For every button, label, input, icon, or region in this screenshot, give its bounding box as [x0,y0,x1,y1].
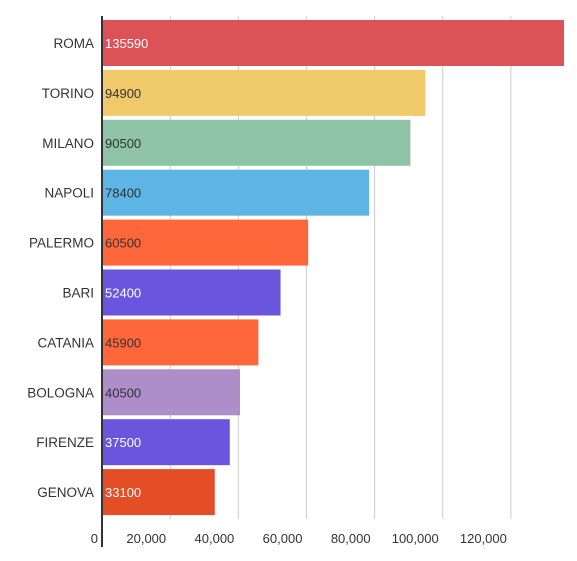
category-labels: ROMA TORINO MILANO NAPOLI PALERMO BARI CATANIA… [27,36,94,500]
data-label: 37500 [105,435,141,450]
data-label: 78400 [105,186,141,201]
category-label: PALERMO [29,236,94,251]
bar-napoli [102,169,370,216]
data-label: 135590 [105,36,148,51]
data-label: 40500 [105,385,141,400]
bar-roma [102,20,564,66]
x-tick-label: 60,000 [263,531,303,546]
category-label: ROMA [54,36,95,51]
category-label: BOLOGNA [27,385,94,400]
category-label: MILANO [42,136,94,151]
category-label: FIRENZE [36,435,94,450]
bar-palermo [102,219,309,266]
category-label: GENOVA [37,485,94,500]
bar-bologna [102,369,240,416]
data-label: 45900 [105,335,141,350]
category-label: NAPOLI [44,186,94,201]
data-label: 60500 [105,236,141,251]
x-tick-label: 120,000 [460,531,507,546]
bar-catania [102,319,259,366]
x-tick-label: 40,000 [195,531,235,546]
x-tick-label: 0 [91,531,98,546]
category-label: BARI [62,286,94,301]
category-label: TORINO [42,86,94,101]
x-axis-tick-labels: 0 20,000 40,000 60,000 80,000 100,000 120,000 [91,531,507,546]
value-labels: 135590 94900 90500 78400 60500 52400 45900 4050… [105,36,148,500]
bar-torino [102,69,426,116]
x-tick-label: 20,000 [126,531,166,546]
category-label: CATANIA [37,335,94,350]
data-label: 33100 [105,485,141,500]
bars [102,20,564,516]
bar-genova [102,469,215,516]
data-label: 90500 [105,136,141,151]
data-label: 52400 [105,286,141,301]
bar-milano [102,119,411,166]
x-tick-label: 80,000 [331,531,371,546]
x-tick-label: 100,000 [392,531,439,546]
bar-firenze [102,419,230,466]
bar-bari [102,269,281,316]
data-label: 94900 [105,86,141,101]
